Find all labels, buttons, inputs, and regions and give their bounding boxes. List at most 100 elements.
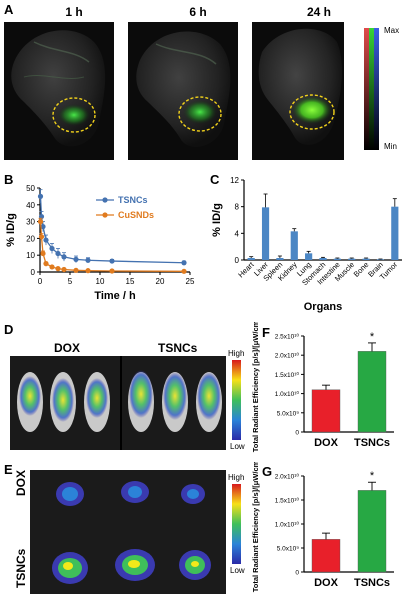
colorbar-low-label-d: Low: [230, 442, 245, 451]
data-point: [55, 266, 61, 272]
panel-a-colorbar: [364, 28, 379, 150]
bar-liver: [261, 207, 270, 260]
data-point: [85, 268, 91, 274]
bar-bone: [362, 258, 370, 260]
y-axis-title: % ID/g: [5, 213, 17, 247]
panel-f-radiant-efficiency-chart: 0 5.0x10⁹ 1.0x10¹⁰ 1.5x10¹⁰ 2.0x10¹⁰ 2.5x10¹⁰…: [251, 322, 394, 452]
bar-tsncs: [357, 490, 387, 573]
y-tick-label: 2.0x10¹⁰: [275, 352, 300, 360]
y-tick-label: 1.5x10¹⁰: [275, 497, 300, 505]
series-line-cusnds: [39, 221, 185, 272]
data-point: [181, 260, 187, 266]
legend-marker: [102, 197, 108, 203]
row-label-tsncs: TSNCs: [14, 548, 28, 588]
group-label-dox: DOX: [54, 341, 81, 355]
x-axis-title: Organs: [304, 301, 343, 313]
data-point: [61, 254, 67, 260]
data-point: [40, 224, 46, 230]
y-tick-label: 0: [235, 256, 240, 265]
bar-spleen: [276, 258, 284, 260]
y-tick-label: 20: [26, 234, 35, 243]
data-point: [43, 237, 49, 243]
bar-dox: [311, 389, 341, 433]
bar-muscle: [348, 258, 356, 260]
panel-e-tumor-images: [30, 470, 226, 594]
bar-dox: [311, 539, 341, 573]
panel-label-f: F: [262, 325, 270, 340]
data-point: [49, 245, 55, 252]
panel-label-e: E: [4, 462, 13, 477]
data-point: [40, 250, 46, 257]
data-point: [43, 261, 49, 267]
imaging-frame-1h: [4, 22, 114, 160]
bar-brain: [376, 259, 385, 260]
colorbar-high-label-e: High: [228, 473, 245, 482]
significance-annotation: *: [370, 331, 375, 343]
x-tick-label: Bone: [352, 260, 371, 279]
y-tick-label: 10: [26, 251, 35, 260]
y-tick-label: 4: [235, 229, 240, 238]
panel-label-d: D: [4, 322, 14, 337]
y-tick-label: 0: [295, 570, 299, 577]
colorbar-max-label: Max: [384, 26, 400, 35]
tumor-spots: [52, 481, 211, 584]
data-point: [85, 257, 91, 263]
x-tick-label: 20: [156, 277, 165, 286]
y-axis-title: Total Radiant Efficiency [p/s]/[μW/cm²]: [251, 322, 260, 452]
y-tick-label: 50: [26, 184, 35, 193]
data-point: [61, 266, 67, 273]
x-tick-label: DOX: [314, 437, 339, 449]
legend-label: CuSNDs: [118, 210, 154, 220]
legend-label: TSNCs: [118, 195, 148, 205]
y-tick-label: 1.0x10¹⁰: [275, 390, 300, 398]
bar-tsncs: [357, 351, 387, 433]
panel-b-pharmacokinetics-chart: 0 10 20 30 40 50 0 5 10 15 20 25 Time / h % ID/g TSNCs…: [5, 184, 195, 302]
imaging-frame-6h: [128, 22, 238, 160]
y-tick-label: 0: [31, 268, 36, 277]
y-axis-title: % ID/g: [211, 203, 223, 237]
bar-lung: [305, 253, 313, 260]
data-point: [49, 264, 55, 270]
imaging-frame-24h: [252, 22, 344, 160]
y-axis-title: Total Radiant Efficiency [p/s]/[μW/cm²]: [251, 462, 260, 592]
data-point: [73, 267, 79, 273]
y-tick-label: 5.0x10⁹: [277, 546, 300, 553]
row-label-dox: DOX: [14, 469, 28, 496]
y-tick-label: 1.5x10¹⁰: [275, 371, 300, 379]
x-axis-title: Time / h: [94, 290, 136, 302]
panel-label-g: G: [262, 464, 273, 479]
data-point: [55, 250, 61, 257]
timepoint-label-24h: 24 h: [306, 5, 331, 19]
significance-annotation: *: [370, 470, 375, 482]
data-point: [109, 268, 115, 274]
panel-a-images: [4, 22, 344, 160]
y-tick-label: 40: [26, 201, 35, 210]
group-label-tsncs: TSNCs: [158, 341, 198, 355]
panel-e-colorbar: [232, 484, 241, 564]
y-tick-label: 5.0x10⁹: [277, 410, 300, 417]
colorbar-low-label-e: Low: [230, 566, 245, 575]
bar-intestine: [333, 258, 341, 260]
data-point: [181, 268, 187, 274]
y-tick-label: 1.0x10¹⁰: [275, 521, 300, 529]
legend-marker: [102, 212, 108, 218]
panel-d-colorbar: [232, 360, 241, 440]
panel-label-c: C: [210, 172, 220, 187]
data-point: [109, 258, 115, 264]
timepoint-label-1h: 1 h: [65, 5, 83, 19]
bar-kidney: [290, 231, 298, 260]
data-point: [38, 234, 45, 240]
y-tick-label: 2.5x10¹⁰: [275, 333, 300, 341]
data-point: [37, 193, 44, 199]
y-tick-label: 30: [26, 218, 35, 227]
bar-tumor: [391, 206, 399, 260]
colorbar-min-label: Min: [384, 142, 397, 151]
timepoint-label-6h: 6 h: [189, 5, 207, 19]
x-tick-label: 25: [186, 277, 195, 286]
colorbar-high-label-d: High: [228, 349, 245, 358]
fluorescence-overlay: [19, 370, 221, 422]
panel-d-mice-images: [10, 356, 226, 450]
x-tick-label: TSNCs: [354, 437, 390, 449]
x-tick-label: 15: [126, 277, 135, 286]
